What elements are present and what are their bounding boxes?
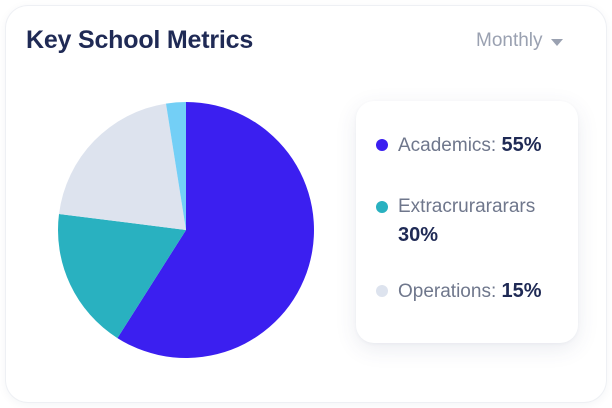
legend-value-academics: 55% xyxy=(501,134,542,156)
legend-item-operations: Operations: 15% xyxy=(376,277,563,306)
metrics-card: Key School Metrics Monthly Academics: 55… xyxy=(6,6,606,402)
pie-chart xyxy=(57,102,314,358)
legend-card: Academics: 55% Extracrurararars 30% Oper… xyxy=(356,101,578,343)
legend-value-extracurriculars: 30% xyxy=(398,224,439,246)
legend-text-extracurriculars: Extracrurararars 30% xyxy=(398,193,563,250)
pie-slice-extracurriculars xyxy=(57,213,187,339)
legend-dot-academics xyxy=(376,139,388,151)
pie-slice-academics xyxy=(117,102,314,358)
pie-slice-operations xyxy=(59,103,186,230)
period-dropdown-label: Monthly xyxy=(476,30,543,51)
pie-slice-other-3 xyxy=(165,102,186,230)
legend-item-academics: Academics: 55% xyxy=(376,131,563,160)
legend-value-operations: 15% xyxy=(501,280,542,302)
card-title: Key School Metrics xyxy=(26,26,254,54)
period-dropdown[interactable]: Monthly xyxy=(476,30,563,52)
legend-dot-extracurriculars xyxy=(376,201,388,213)
legend-label-operations: Operations: xyxy=(398,281,497,302)
chevron-down-icon xyxy=(550,38,563,46)
legend-dot-operations xyxy=(376,285,388,297)
legend-text-academics: Academics: 55% xyxy=(398,131,563,160)
legend-label-academics: Academics: xyxy=(398,135,497,156)
legend-item-extracurriculars: Extracrurararars 30% xyxy=(376,193,563,250)
legend-label-extracurriculars: Extracrurararars xyxy=(398,196,536,217)
legend-text-operations: Operations: 15% xyxy=(398,277,563,306)
